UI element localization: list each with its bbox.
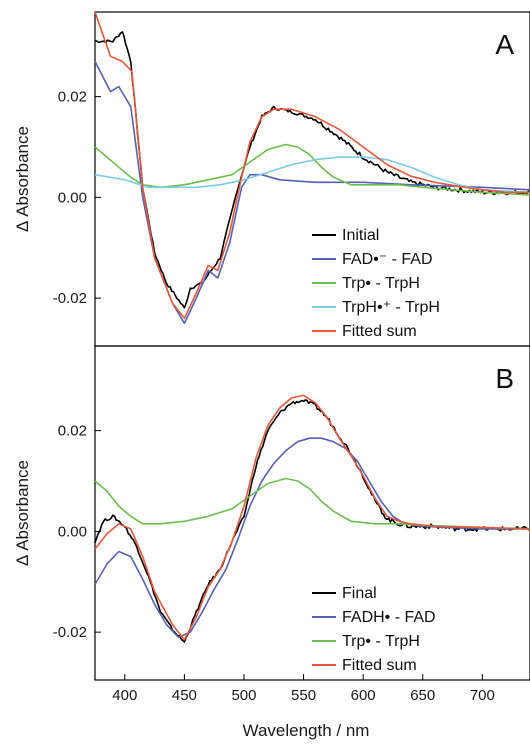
panel-a-ytick-label: -0.02 [53,290,87,307]
xtick-label: 600 [351,687,376,704]
panel-b-ylabel: Δ Absorbance [13,460,32,566]
panel-b-label: B [495,363,514,394]
x-axis-label: Wavelength / nm [243,721,370,740]
panel-b-series-fadh-fad [94,437,530,638]
panel-b-legend-label: Trp• - TrpH [342,633,420,650]
panel-a-yticks: 0.02 0.00 -0.02 [53,89,101,307]
panel-b-legend: Final FADH• - FAD Trp• - TrpH Fitted sum [312,585,436,674]
panel-b-legend-label: Fitted sum [342,657,417,674]
panel-b: B Δ Absorbance 0.02 0.00 -0.02 400 450 500 55… [13,345,530,740]
panel-b-series-final [94,399,530,643]
xtick-label: 400 [112,687,137,704]
panel-b-ytick-label: 0.02 [58,423,87,440]
xtick-label: 700 [470,687,495,704]
panel-a-label: A [495,29,514,60]
panel-a-legend-label: FAD•⁻ - FAD [342,251,433,268]
panel-a-legend-label: Initial [342,227,379,244]
panel-a-legend-label: Fitted sum [342,323,417,340]
panel-a-curves [94,11,530,325]
panel-a-ytick-label: 0.00 [58,189,87,206]
panel-a: A Δ Absorbance 0.02 0.00 -0.02 Initial FAD•… [13,11,530,347]
panel-b-legend-label: FADH• - FAD [342,609,436,626]
panel-a-series-trph-trph [94,156,530,194]
xtick-label: 550 [291,687,316,704]
panel-a-legend-label: TrpH•⁺ - TrpH [342,299,440,316]
panel-b-xticks: 400 450 500 550 600 650 700 [112,674,495,704]
panel-a-legend-label: Trp• - TrpH [342,275,420,292]
panel-b-ytick-label: 0.00 [58,523,87,540]
panel-b-ytick-label: -0.02 [53,624,87,641]
panel-a-ylabel: Δ Absorbance [13,126,32,232]
panel-a-series-trp-trph [94,143,530,196]
panel-b-series-trp-trph [94,477,530,530]
panel-a-series-fitted-sum [94,11,530,320]
panel-a-legend: Initial FAD•⁻ - FAD Trp• - TrpH TrpH•⁺ - Tr… [312,227,440,340]
panel-a-ytick-label: 0.02 [58,89,87,106]
xtick-label: 500 [231,687,256,704]
xtick-label: 650 [410,687,435,704]
xtick-label: 450 [172,687,197,704]
panel-b-curves [94,394,530,643]
panel-b-frame [94,345,530,681]
panel-b-yticks: 0.02 0.00 -0.02 [53,423,101,641]
panel-b-legend-label: Final [342,585,377,602]
panel-b-series-fitted-sum [94,394,530,641]
panel-a-frame [94,11,530,347]
panel-a-series-initial [94,31,530,309]
